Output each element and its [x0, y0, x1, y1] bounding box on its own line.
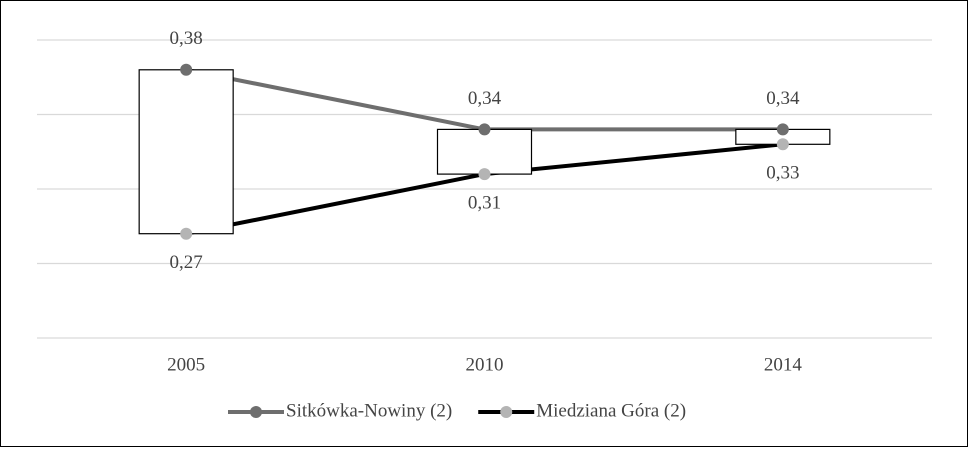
marker	[478, 168, 491, 181]
marker	[180, 227, 193, 240]
marker	[776, 123, 789, 136]
legend-label: Miedziana Góra (2)	[536, 400, 686, 421]
x-tick-label: 2005	[167, 354, 205, 375]
data-label: 0,27	[170, 252, 203, 273]
marker	[180, 63, 193, 76]
data-label: 0,31	[468, 192, 501, 213]
data-label: 0,34	[468, 88, 502, 109]
data-label: 0,38	[170, 28, 203, 49]
up-down-bar	[138, 69, 234, 235]
legend-marker	[250, 406, 262, 418]
up-down-bar	[436, 128, 533, 175]
marker	[478, 123, 491, 136]
marker	[776, 138, 789, 151]
data-label: 0,33	[766, 163, 799, 184]
legend-marker	[500, 406, 513, 418]
data-label: 0,34	[766, 88, 800, 109]
legend-label: Sitkówka-Nowiny (2)	[286, 400, 452, 421]
x-tick-label: 2010	[466, 354, 504, 375]
x-tick-label: 2014	[764, 354, 803, 375]
